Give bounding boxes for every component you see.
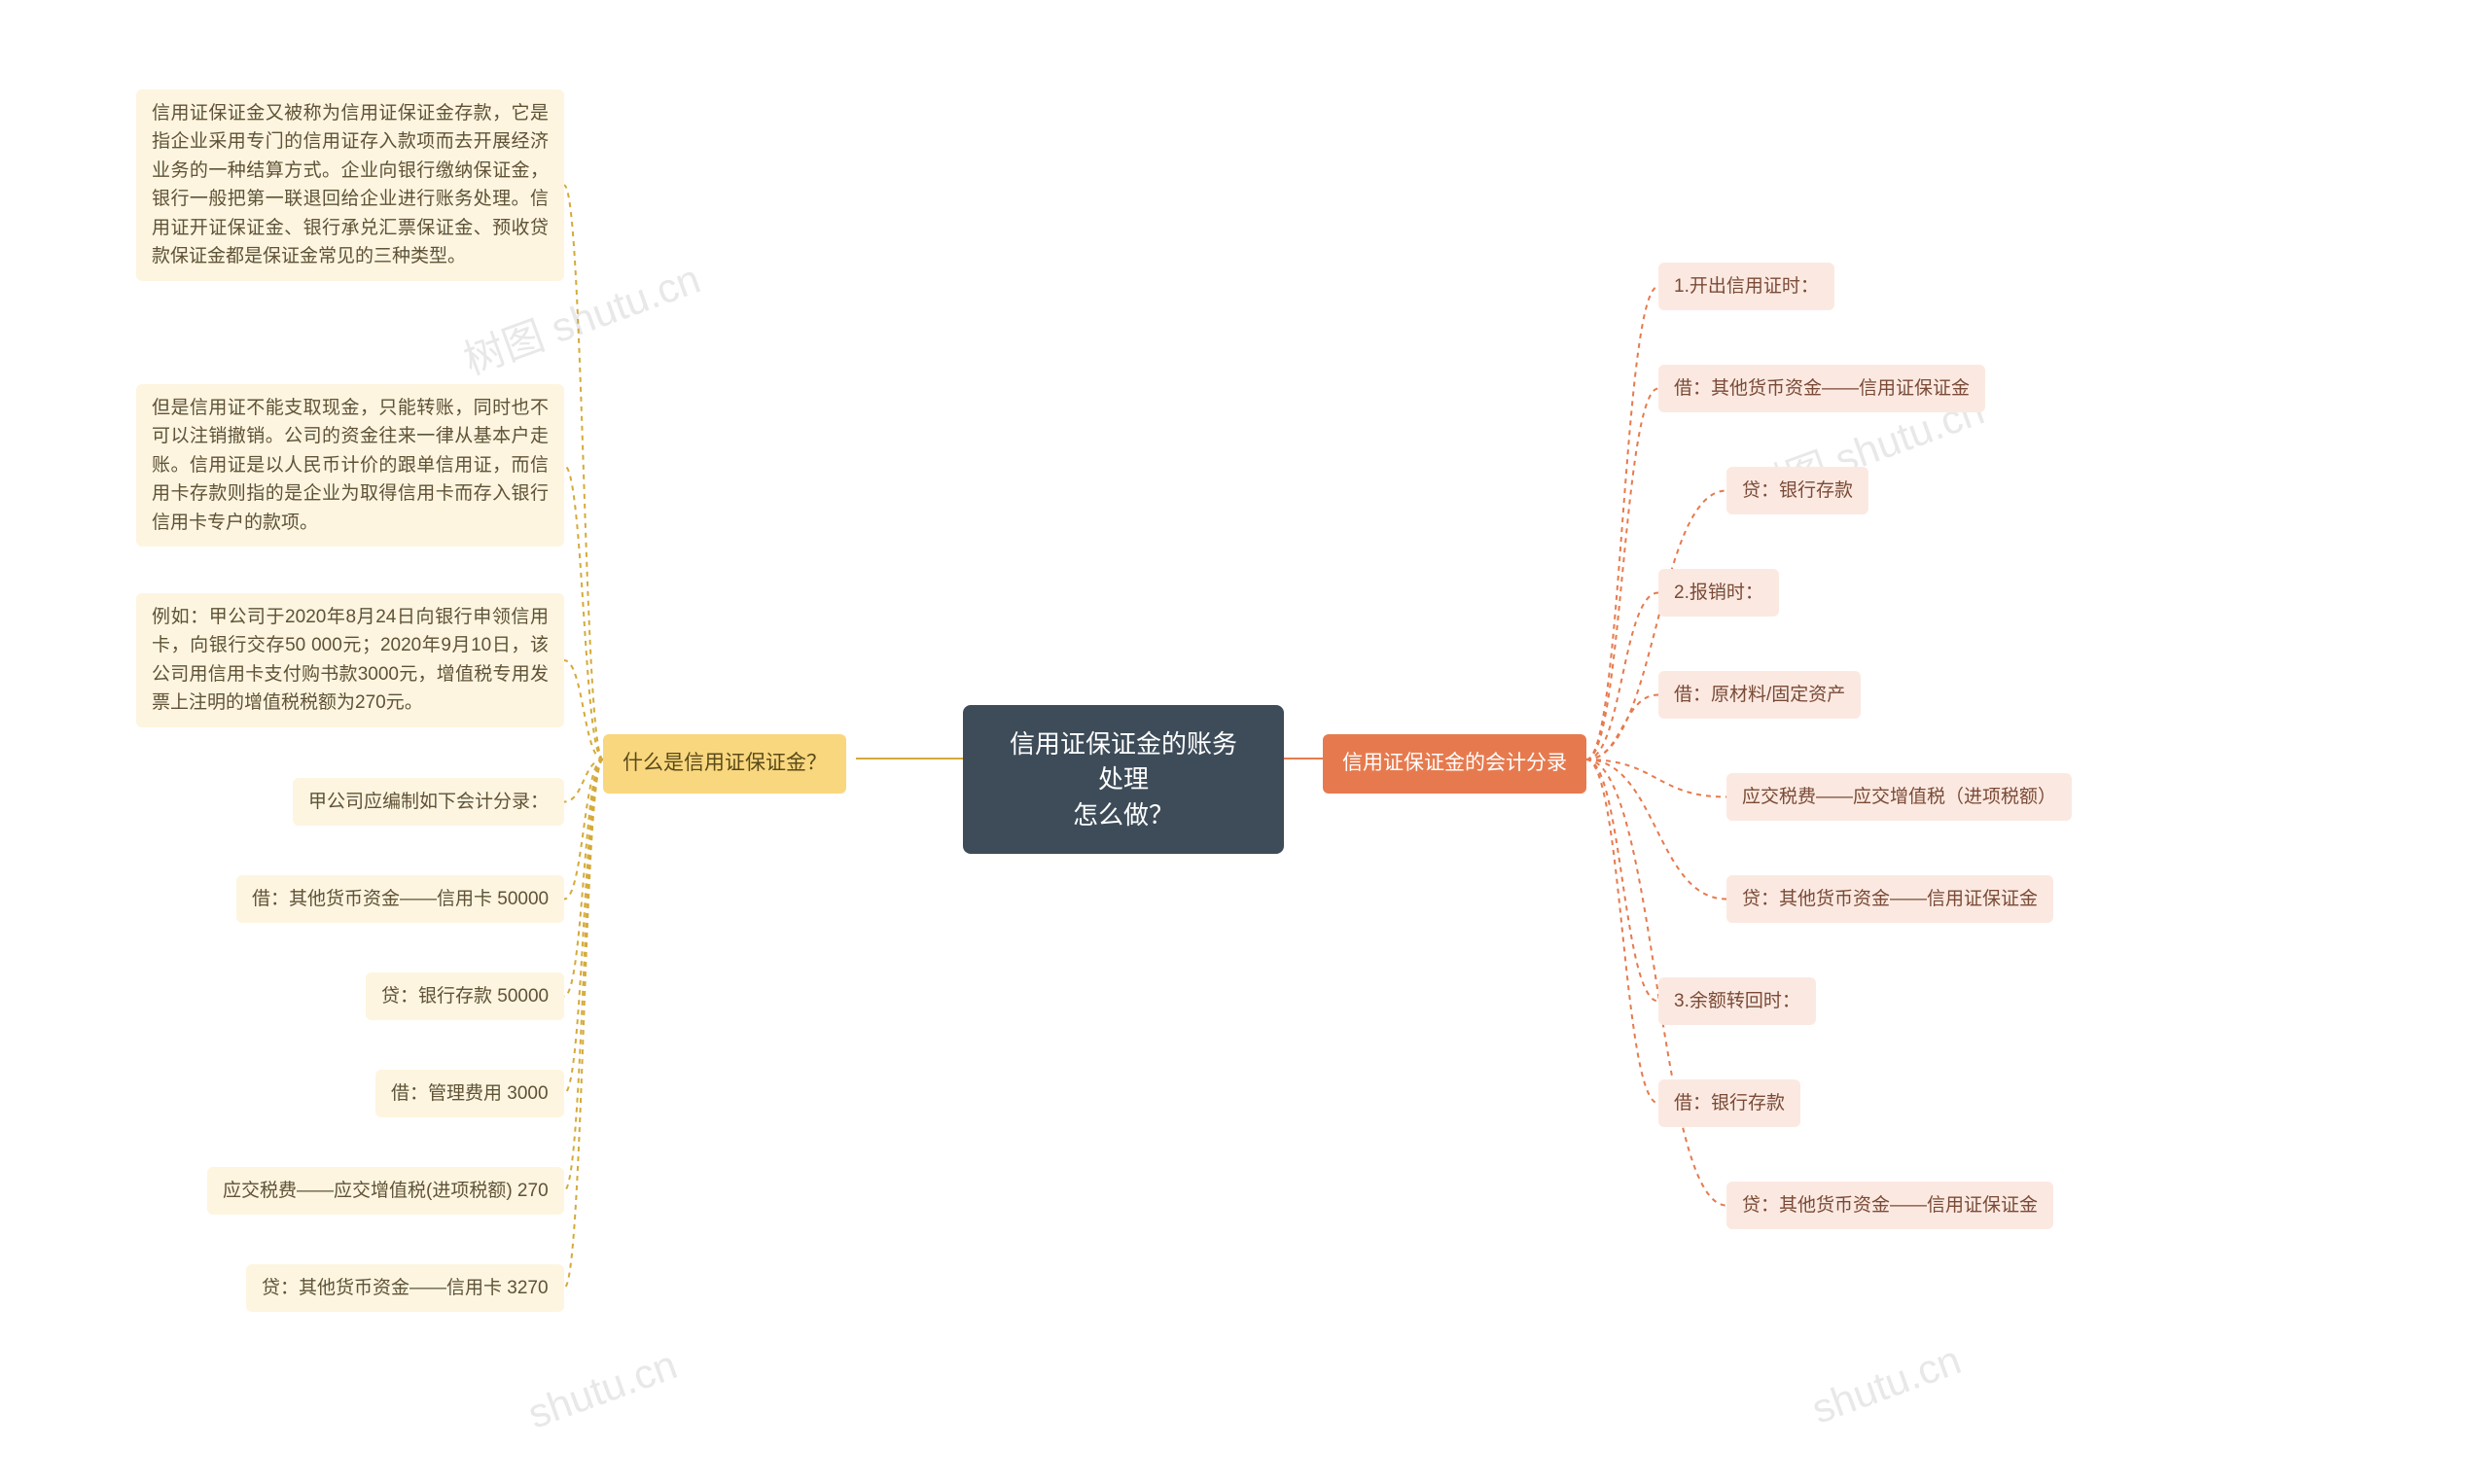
right-branch-label: 信用证保证金的会计分录: [1342, 752, 1567, 774]
left-leaf-1: 但是信用证不能支取现金，只能转账，同时也不可以注销撤销。公司的资金往来一律从基本…: [136, 384, 564, 547]
left-leaf-4: 借：其他货币资金——信用卡 50000: [236, 875, 564, 923]
left-branch-node: 什么是信用证保证金？: [603, 734, 846, 794]
left-leaf-5: 贷：银行存款 50000: [366, 972, 564, 1020]
left-branch-label: 什么是信用证保证金？: [622, 752, 827, 774]
right-leaf-3: 2.报销时：: [1658, 569, 1779, 617]
left-leaf-2: 例如：甲公司于2020年8月24日向银行申领信用卡，向银行交存50 000元；2…: [136, 593, 564, 727]
left-leaf-8: 贷：其他货币资金——信用卡 3270: [246, 1264, 564, 1312]
right-leaf-9: 贷：其他货币资金——信用证保证金: [1726, 1182, 2053, 1229]
right-leaf-6: 贷：其他货币资金——信用证保证金: [1726, 875, 2053, 923]
center-title-line1: 信用证保证金的账务处理: [1010, 729, 1237, 794]
right-leaf-8: 借：银行存款: [1658, 1079, 1800, 1127]
right-leaf-4: 借：原材料/固定资产: [1658, 671, 1861, 719]
center-title-line2: 怎么做？: [1073, 800, 1174, 830]
right-branch-node: 信用证保证金的会计分录: [1323, 734, 1586, 794]
right-leaf-7: 3.余额转回时：: [1658, 977, 1816, 1025]
left-leaf-7: 应交税费——应交增值税(进项税额) 270: [207, 1167, 564, 1215]
right-leaf-0: 1.开出信用证时：: [1658, 263, 1834, 310]
left-leaf-6: 借：管理费用 3000: [375, 1070, 564, 1117]
left-leaf-3: 甲公司应编制如下会计分录：: [293, 778, 564, 826]
right-leaf-5: 应交税费——应交增值税（进项税额）: [1726, 773, 2072, 821]
right-leaf-1: 借：其他货币资金——信用证保证金: [1658, 365, 1985, 412]
left-leaf-0: 信用证保证金又被称为信用证保证金存款，它是指企业采用专门的信用证存入款项而去开展…: [136, 89, 564, 281]
center-node: 信用证保证金的账务处理 怎么做？: [963, 705, 1284, 854]
right-leaf-2: 贷：银行存款: [1726, 467, 1868, 514]
